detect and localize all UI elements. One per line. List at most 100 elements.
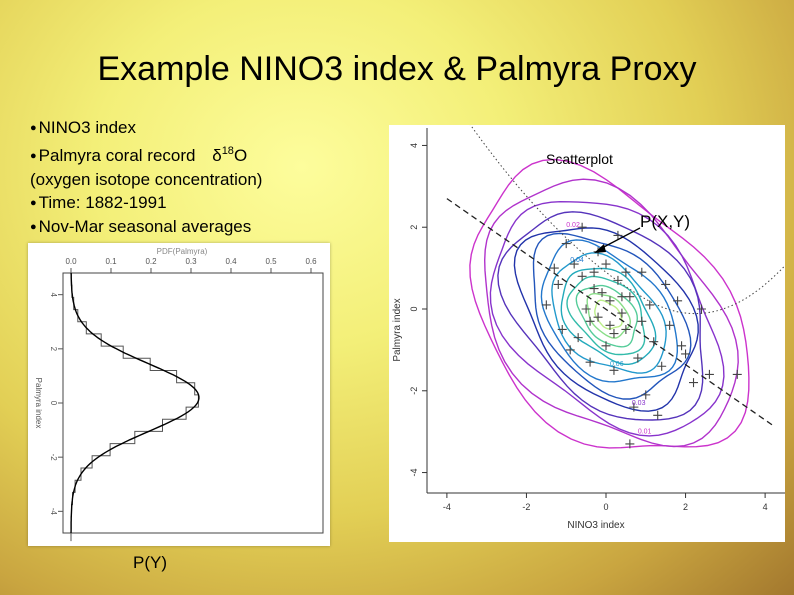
pdf-x-tick-label: 0.1 [105, 257, 117, 266]
data-point [617, 308, 627, 318]
data-point [609, 365, 619, 375]
pdf-y-tick-label: -2 [49, 454, 58, 462]
density-contour [551, 252, 667, 374]
bullet-item: ● Palmyra coral record δ18O [30, 140, 262, 168]
data-point [657, 361, 667, 371]
data-point [541, 300, 551, 310]
data-point [637, 267, 647, 277]
data-point [704, 369, 714, 379]
data-point [589, 267, 599, 277]
bullet-item: ● NINO3 index [30, 116, 262, 140]
data-point [585, 357, 595, 367]
pdf-plot-title: PDF(Palmyra) [157, 247, 208, 256]
data-point [589, 284, 599, 294]
regression-line [446, 198, 774, 427]
data-point [633, 353, 643, 363]
py-caption: P(Y) [133, 553, 167, 572]
bullet-item: ● Nov-Mar seasonal averages [30, 215, 262, 239]
pdf-y-tick-label: 4 [49, 292, 58, 297]
scatter-x-tick-label: 4 [763, 502, 768, 512]
scatter-x-axis-label: NINO3 index [567, 520, 624, 531]
scatter-x-tick-label: -4 [443, 502, 451, 512]
data-point [689, 378, 699, 388]
scatter-plot: -4 -2 0 2 4 4 2 0 -2 -4 NINO3 index Palmyra inde… [392, 125, 785, 531]
bullet-item: ● Time: 1882-1991 [30, 191, 262, 215]
data-point [621, 324, 631, 334]
pdf-x-tick-label: 0.6 [305, 257, 317, 266]
bullet-text: NINO3 index [38, 118, 136, 137]
data-point [613, 230, 623, 240]
data-point [653, 410, 663, 420]
arrow-icon [594, 227, 641, 253]
bullet-dot-icon: ● [30, 197, 37, 209]
scatter-y-tick-label: 4 [409, 143, 419, 148]
density-contour [497, 211, 704, 421]
data-point [601, 341, 611, 351]
nonlinear-fit-curve [469, 125, 785, 315]
contour-label: 0.01 [638, 429, 652, 436]
bullet-dot-icon: ● [30, 150, 37, 162]
data-point [673, 296, 683, 306]
bullet-text: O [233, 146, 248, 165]
data-point [649, 337, 659, 347]
density-contour [513, 227, 699, 412]
data-point [605, 320, 615, 330]
scatter-y-tick-label: -2 [409, 387, 419, 395]
data-point [696, 304, 706, 314]
data-point [641, 390, 651, 400]
pdf-x-tick-label: 0.3 [185, 257, 197, 266]
data-point [565, 345, 575, 355]
bullet-continuation: (oxygen isotope concentration) [30, 170, 263, 189]
scatter-x-tick-label: 0 [603, 502, 608, 512]
scatterplot-caption: Scatterplot [546, 151, 613, 167]
data-point [681, 349, 691, 359]
density-contour [483, 178, 739, 448]
contour-label: 0.03 [632, 400, 646, 407]
data-point [577, 271, 587, 281]
data-point [629, 402, 639, 412]
data-point [732, 369, 742, 379]
data-point [593, 312, 603, 322]
scatter-y-axis-label: Palmyra index [392, 298, 403, 361]
pdf-y-tick-label: 2 [49, 347, 58, 352]
pdf-x-tick-label: 0.4 [225, 257, 237, 266]
scatter-y-tick-label: -4 [409, 469, 419, 477]
pdf-x-tick-label: 0.0 [65, 257, 77, 266]
bullet-text: Time: 1882-1991 [38, 193, 167, 212]
pxy-caption: P(X,Y) [640, 212, 691, 231]
pdf-plot: PDF(Palmyra) 0.0 0.1 0.2 0.3 0.4 0.5 0.6 4 2 0 -2… [34, 247, 324, 542]
pdf-y-tick-label: -4 [49, 508, 58, 516]
pdf-density-curve [70, 272, 200, 534]
data-point [621, 267, 631, 277]
density-contour [566, 275, 646, 356]
data-point [577, 222, 587, 232]
pdf-y-axis-label: Palmyra index [34, 378, 43, 429]
data-point [677, 341, 687, 351]
contour-label: 0.06 [610, 361, 624, 368]
data-point [597, 288, 607, 298]
data-point [637, 316, 647, 326]
data-point [573, 333, 583, 343]
data-point [581, 304, 591, 314]
density-contour [532, 232, 692, 400]
bullet-dot-icon: ● [30, 122, 37, 134]
contour-label: 0.04 [570, 257, 584, 264]
delta-symbol: δ [212, 146, 222, 165]
density-contour [586, 293, 632, 339]
data-point [613, 275, 623, 285]
data-point [605, 296, 615, 306]
data-point [625, 439, 635, 449]
bullet-text: Palmyra coral record [38, 146, 201, 165]
scatter-x-tick-label: 2 [683, 502, 688, 512]
density-contour [575, 284, 639, 348]
data-point [665, 320, 675, 330]
data-point [553, 279, 563, 289]
data-point [557, 324, 567, 334]
data-point [569, 259, 579, 269]
pdf-x-tick-label: 0.2 [145, 257, 157, 266]
bullet-list: ● NINO3 index ● Palmyra coral record δ18O … [30, 116, 262, 239]
pdf-x-tick-label: 0.5 [265, 257, 277, 266]
scatter-plot-panel: -4 -2 0 2 4 4 2 0 -2 -4 NINO3 index Palmyra inde… [389, 125, 785, 542]
slide-title: Example NINO3 index & Palmyra Proxy [97, 50, 697, 88]
contour-label: 0.02 [566, 222, 580, 229]
